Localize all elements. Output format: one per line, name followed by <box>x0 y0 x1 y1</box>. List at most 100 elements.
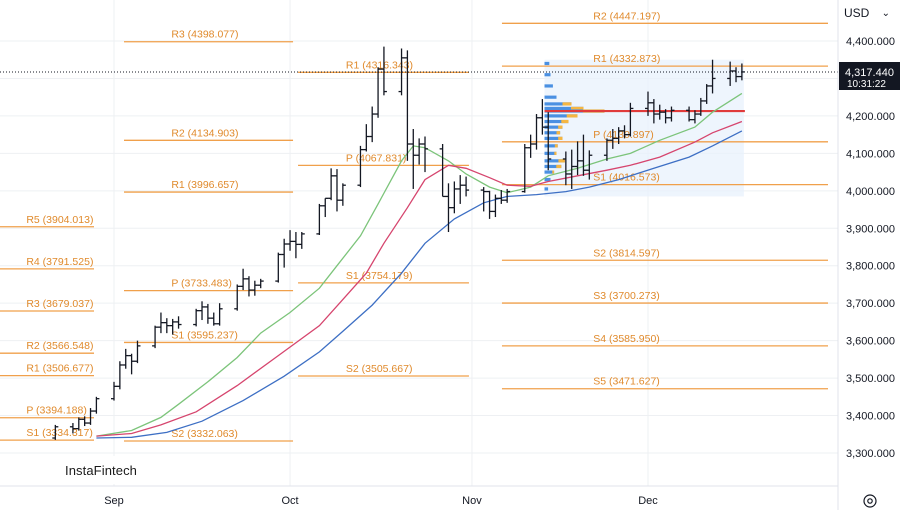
pivot-level: S1 (3595.237) <box>124 329 294 344</box>
ohlc-bar <box>691 110 698 124</box>
ohlc-bar <box>193 308 200 327</box>
last-price-label: 4,317.440 <box>845 67 894 79</box>
ohlc-bar <box>527 134 534 158</box>
countdown-label: 10:31:22 <box>847 79 886 90</box>
volume-bar-value-area <box>558 136 563 140</box>
ohlc-bar <box>175 316 182 329</box>
pivot-label: S5 (3471.627) <box>593 376 660 388</box>
ohlc-bar <box>152 325 159 349</box>
pivot-level: R5 (3904.013) <box>0 214 94 228</box>
pivot-level: P (4130.897) <box>501 129 828 143</box>
price-axis[interactable]: 4,400.0004,300.0004,200.0004,100.0004,00… <box>846 36 895 460</box>
volume-bar <box>544 151 557 155</box>
ohlc-bar <box>609 129 616 149</box>
ohlc-bar <box>128 353 135 375</box>
ohlc-bar <box>645 91 651 116</box>
pivot-label: R2 (3566.548) <box>26 340 93 352</box>
ohlc-bar <box>703 84 710 104</box>
volume-bar <box>544 73 551 77</box>
ohlc-bar <box>134 340 141 364</box>
chevron-down-icon: ⌄ <box>881 7 890 19</box>
pivot-level: S2 (3505.667) <box>298 363 469 377</box>
ohlc-bar <box>463 176 470 197</box>
gear-icon[interactable] <box>861 492 879 510</box>
volume-bar-value-area <box>570 106 584 111</box>
ohlc-bar <box>668 106 675 122</box>
ohlc-bar <box>157 312 164 334</box>
ohlc-bar <box>615 127 622 144</box>
time-tick-label: Dec <box>638 495 658 507</box>
volume-bar <box>544 95 557 99</box>
pivot-level: S5 (3471.627) <box>501 376 828 390</box>
price-tick-label: 3,300.000 <box>846 448 895 460</box>
ohlc-bar <box>445 183 452 233</box>
volume-bar <box>544 177 551 182</box>
ohlc-bar <box>451 181 458 214</box>
ohlc-bar <box>656 104 663 120</box>
pivot-level: R2 (4447.197) <box>501 10 828 24</box>
ohlc-bar <box>562 151 569 186</box>
ohlc-bar <box>404 50 411 161</box>
ohlc-bar <box>650 99 657 124</box>
ohlc-bar <box>245 276 252 297</box>
ohlc-bar <box>116 361 123 390</box>
price-tick-label: 3,900.000 <box>846 223 895 235</box>
ohlc-bar <box>416 138 423 165</box>
pivot-level: R2 (3566.548) <box>0 340 94 354</box>
pivot-level: R2 (4134.903) <box>124 127 294 141</box>
ohlc-bar <box>369 106 376 143</box>
volume-bar <box>544 187 549 191</box>
ohlc-bar <box>357 145 364 188</box>
time-axis[interactable]: Sep Oct Nov Dec <box>104 495 658 507</box>
ohlc-bar <box>287 230 294 251</box>
price-tick-label: 3,800.000 <box>846 261 895 273</box>
currency-selector[interactable]: USD ⌄ <box>838 2 896 24</box>
volume-bar-value-area <box>552 170 555 174</box>
ohlc-bar <box>75 417 82 431</box>
ohlc-bar <box>240 268 247 291</box>
pivot-level: R3 (4398.077) <box>124 29 294 43</box>
price-tick-label: 4,400.000 <box>846 36 895 48</box>
ohlc-bar <box>627 102 634 137</box>
ohlc-bar <box>363 124 370 152</box>
volume-bar-value-area <box>562 102 572 106</box>
volume-bar <box>544 164 562 169</box>
watermark-logo: InstaFintech <box>60 456 142 484</box>
ohlc-bar <box>697 97 704 116</box>
pivot-label: S4 (3585.950) <box>593 333 660 345</box>
ohlc-bar <box>586 150 593 180</box>
price-tick-label: 4,000.000 <box>846 186 895 198</box>
currency-label: USD <box>844 6 870 20</box>
ohlc-bar <box>322 197 329 218</box>
ohlc-bar <box>333 169 340 212</box>
ohlc-bar <box>709 59 716 94</box>
volume-bar-value-area <box>558 159 565 163</box>
ohlc-bar <box>492 194 499 218</box>
ohlc-bar <box>216 303 223 326</box>
volume-bar-value-area <box>554 151 557 155</box>
ohlc-bar <box>122 348 129 369</box>
ohlc-bar <box>316 203 323 236</box>
pivot-label: S2 (3332.063) <box>171 428 238 440</box>
ohlc-bar <box>621 125 628 139</box>
pivot-label: R4 (3791.525) <box>26 256 93 268</box>
ohlc-bar <box>686 106 693 122</box>
pivot-label: S2 (3814.597) <box>593 247 660 259</box>
ohlc-bar <box>169 318 176 335</box>
pivot-level: R1 (3506.677) <box>0 363 94 377</box>
volume-bar-value-area <box>566 114 578 118</box>
ohlc-bar <box>163 318 170 334</box>
last-price-badge: 4,317.440 10:31:22 <box>839 62 900 90</box>
ohlc-bar <box>733 67 740 83</box>
ohlc-bar <box>603 138 610 161</box>
volume-bar <box>544 119 569 124</box>
ma-mid-line <box>96 120 743 437</box>
pivot-level: S2 (3814.597) <box>501 247 828 261</box>
pivot-label: R5 (3904.013) <box>26 214 93 226</box>
ohlc-bar <box>580 134 587 176</box>
ohlc-bar <box>521 144 528 193</box>
pivot-label: S3 (3700.273) <box>593 290 660 302</box>
volume-bar <box>544 125 563 129</box>
